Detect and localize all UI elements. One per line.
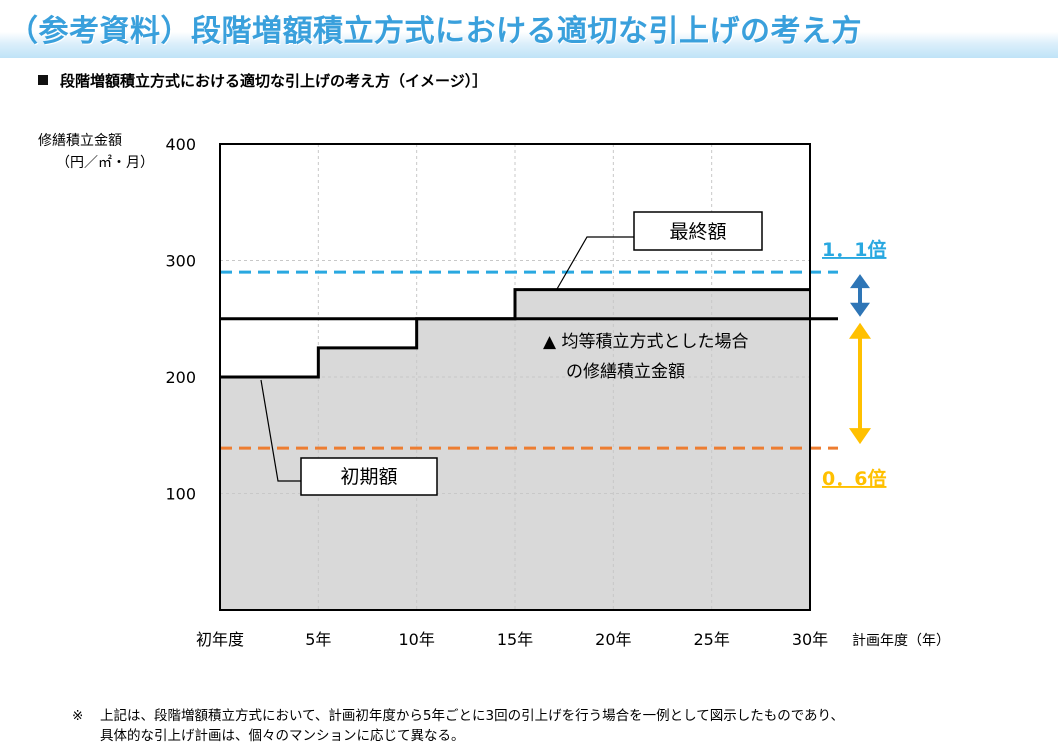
footnote-mark: ※ (72, 708, 84, 724)
subheading-text: 段階増額積立方式における適切な引上げの考え方（イメージ）］ (60, 72, 488, 90)
footnote-line-2: 具体的な引上げ計画は、個々のマンションに応じて異なる。 (100, 728, 465, 744)
final-callout-label: 最終額 (669, 221, 726, 243)
lower-arrow-head-bottom (849, 428, 871, 445)
y-tick-label-1: 200 (165, 368, 196, 387)
x-tick-label-5: 25年 (693, 630, 729, 649)
x-tick-label-1: 5年 (305, 630, 331, 649)
final-callout-leader (556, 236, 634, 290)
x-tick-label-0: 初年度 (196, 630, 244, 649)
x-axis-label: 計画年度（年） (852, 633, 950, 649)
initial-callout-box (300, 457, 438, 496)
square-bullet-icon (38, 74, 48, 85)
y-tick-label-2: 300 (165, 252, 196, 271)
stepped-series-line (220, 288, 810, 379)
x-tick-label-3: 15年 (497, 630, 533, 649)
shaded-area (220, 289, 810, 610)
x-tick-label-4: 20年 (595, 630, 631, 649)
footnote-line-1: 上記は、段階増額積立方式において、計画初年度から5年ごとに3回の引上げを行う場合… (100, 708, 845, 724)
footnote: ※ 上記は、段階増額積立方式において、計画初年度から5年ごとに3回の引上げを行う場… (72, 706, 844, 746)
lower-ref-label: 0．6倍 (822, 467, 886, 490)
header-band (0, 0, 1058, 58)
upper-arrow-head-bottom (850, 302, 870, 317)
initial-callout-label: 初期額 (340, 466, 397, 488)
y-tick-label-3: 400 (165, 135, 196, 154)
y-tick-label-0: 100 (165, 485, 196, 504)
y-axis-label-line-1: 修繕積立金額 (38, 133, 122, 149)
chart-subheading: 段階増額積立方式における適切な引上げの考え方（イメージ）］ (38, 70, 487, 91)
x-tick-label-2: 10年 (398, 630, 434, 649)
y-axis-label-line-2: （円／㎡・月） (56, 155, 154, 171)
initial-callout-leader (260, 379, 301, 482)
average-line-label-1: ▲ 均等積立方式とした場合 (543, 332, 748, 352)
upper-arrow-head-top (850, 274, 870, 289)
upper-ref-label: 1．1倍 (822, 238, 886, 261)
x-tick-label-6: 30年 (792, 630, 828, 649)
chart: 100 200 300 400 初年度 5年 10年 15年 20年 25年 30年 修繕積立金額 （円… (38, 133, 950, 649)
plot-frame (219, 143, 811, 611)
page-title: （参考資料）段階増額積立方式における適切な引上げの考え方 (8, 14, 862, 49)
average-line-label-2: の修繕積立金額 (566, 362, 685, 382)
final-callout-box (633, 211, 763, 251)
lower-arrow-head-top (849, 322, 871, 339)
